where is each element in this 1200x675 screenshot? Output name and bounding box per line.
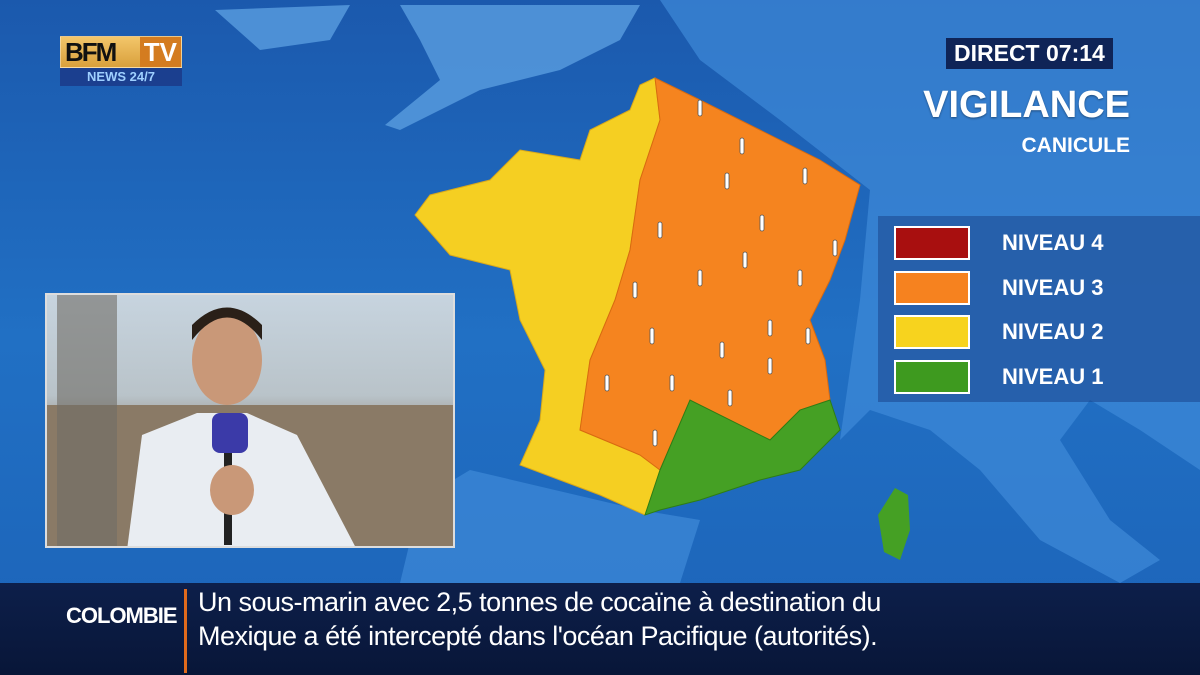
thermometer-icon xyxy=(697,99,703,117)
legend-item: NIVEAU 4 xyxy=(894,226,1103,260)
legend-swatch xyxy=(894,226,970,260)
logo-subtitle: NEWS 24/7 xyxy=(60,68,182,86)
thermometer-icon xyxy=(669,374,675,392)
thermometer-icon xyxy=(649,327,655,345)
thermometer-icon xyxy=(759,214,765,232)
thermometer-icon xyxy=(604,374,610,392)
legend-swatch xyxy=(894,315,970,349)
thermometer-icon xyxy=(742,251,748,269)
thermometer-icon xyxy=(724,172,730,190)
thermometer-icon xyxy=(652,429,658,447)
live-label: DIRECT xyxy=(954,40,1040,66)
legend-label: NIVEAU 4 xyxy=(1002,230,1104,255)
corsica-niveau-1 xyxy=(878,488,910,560)
bfmtv-logo: BFM TV NEWS 24/7 xyxy=(60,36,182,86)
reporter-image xyxy=(47,295,453,546)
thermometer-icon xyxy=(802,167,808,185)
legend-swatch xyxy=(894,360,970,394)
legend-label: NIVEAU 2 xyxy=(1002,319,1104,344)
thermometer-icon xyxy=(767,357,773,375)
thermometer-icon xyxy=(832,239,838,257)
spain-landmass xyxy=(400,470,700,583)
map-legend: NIVEAU 4 NIVEAU 3 NIVEAU 2 NIVEAU 1 xyxy=(878,216,1200,402)
news-ticker: COLOMBIE Un sous-marin avec 2,5 tonnes d… xyxy=(0,583,1200,675)
legend-item: NIVEAU 1 xyxy=(894,360,1103,394)
thermometer-icon xyxy=(719,341,725,359)
ticker-category: COLOMBIE xyxy=(66,603,178,628)
region-niveau-1 xyxy=(644,399,841,516)
thermometer-icon xyxy=(727,389,733,407)
thermometer-icon xyxy=(797,269,803,287)
reporter-video-inset xyxy=(45,293,455,548)
thermometer-icon xyxy=(805,327,811,345)
thermometer-icon xyxy=(632,281,638,299)
thermometer-icon xyxy=(767,319,773,337)
map-subtitle: CANICULE xyxy=(1021,134,1131,157)
live-badge: DIRECT 07:14 xyxy=(946,38,1113,69)
legend-label: NIVEAU 3 xyxy=(1002,275,1104,300)
thermometer-icon xyxy=(739,137,745,155)
map-title: VIGILANCE xyxy=(923,84,1130,126)
uk-landmass xyxy=(215,5,640,130)
thermometer-icon xyxy=(657,221,663,239)
ticker-divider xyxy=(184,589,187,673)
legend-item: NIVEAU 3 xyxy=(894,271,1103,305)
legend-item: NIVEAU 2 xyxy=(894,315,1103,349)
legend-swatch xyxy=(894,271,970,305)
ticker-headline-line-1: Un sous-marin avec 2,5 tonnes de cocaïne… xyxy=(198,587,881,617)
legend-label: NIVEAU 1 xyxy=(1002,364,1104,389)
thermometer-icon xyxy=(697,269,703,287)
thermometer-icons xyxy=(604,99,838,447)
ticker-headline-line-2: Mexique a été intercepté dans l'océan Pa… xyxy=(198,621,878,651)
live-time: 07:14 xyxy=(1046,40,1105,66)
